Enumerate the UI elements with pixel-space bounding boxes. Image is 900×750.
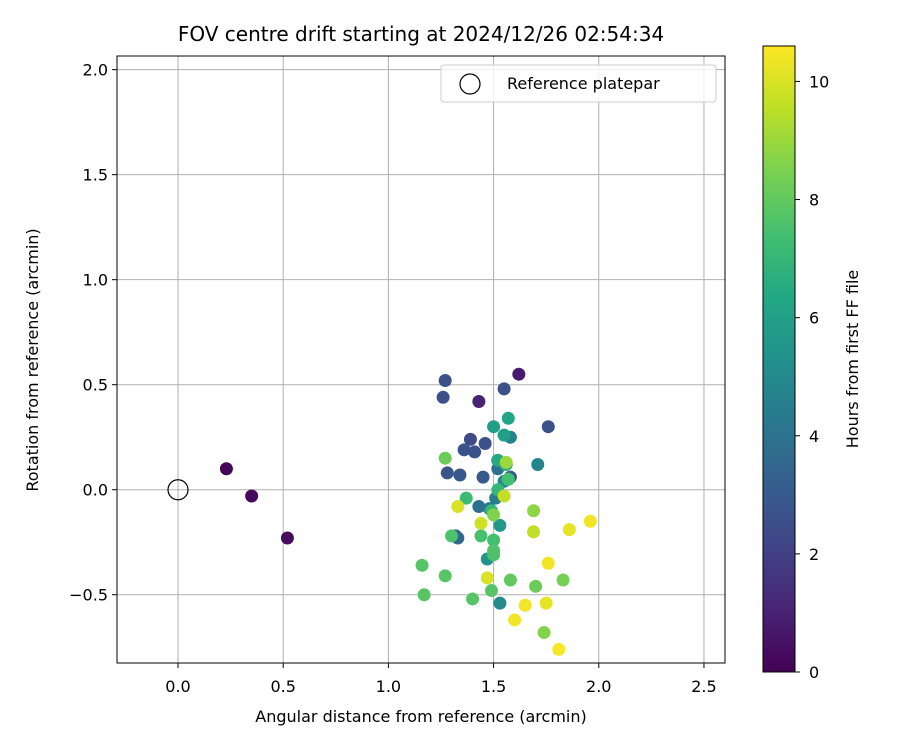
legend-label: Reference platepar <box>507 74 660 93</box>
scatter-point <box>501 411 515 425</box>
scatter-point <box>457 443 471 457</box>
chart-title: FOV centre drift starting at 2024/12/26 … <box>178 22 664 46</box>
scatter-point <box>497 428 511 442</box>
scatter-point <box>480 571 494 585</box>
scatter-point <box>527 525 541 539</box>
scatter-point <box>451 500 465 514</box>
scatter-point <box>484 584 498 598</box>
scatter-point <box>468 445 482 459</box>
scatter-point <box>531 458 545 472</box>
colorbar-tick-label: 4 <box>809 427 819 446</box>
scatter-point <box>476 470 490 484</box>
scatter-point <box>499 455 513 469</box>
scatter-point <box>556 573 570 587</box>
colorbar-tick-label: 2 <box>809 545 819 564</box>
scatter-point <box>583 514 597 528</box>
scatter-point <box>474 516 488 530</box>
x-tick-label: 0.0 <box>165 677 190 696</box>
scatter-point <box>280 531 294 545</box>
plot-frame <box>116 55 726 664</box>
colorbar: 0 2 4 6 8 10 Hours from first FF file <box>762 45 862 682</box>
x-axis-ticks: 0.0 0.5 1.0 1.5 2.0 2.5 <box>165 663 717 696</box>
x-tick-label: 2.5 <box>691 677 716 696</box>
scatter-point <box>541 420 555 434</box>
scatter-point <box>417 588 431 602</box>
scatter-point <box>459 491 473 505</box>
scatter-point <box>503 573 517 587</box>
y-axis-label: Rotation from reference (arcmin) <box>23 228 42 491</box>
scatter-point <box>415 558 429 572</box>
scatter-point <box>512 367 526 381</box>
colorbar-tick-label: 10 <box>809 72 829 91</box>
data-points <box>219 367 597 656</box>
y-tick-label: 0.0 <box>83 481 108 500</box>
y-tick-label: 1.5 <box>83 166 108 185</box>
scatter-point <box>501 472 515 486</box>
x-tick-label: 1.0 <box>376 677 401 696</box>
y-tick-label: 2.0 <box>83 61 108 80</box>
legend: Reference platepar <box>440 64 717 103</box>
scatter-point <box>487 533 501 547</box>
reference-marker-group <box>167 479 189 501</box>
scatter-point <box>497 382 511 396</box>
scatter-point <box>487 420 501 434</box>
y-tick-label: 0.5 <box>83 376 108 395</box>
x-tick-label: 1.5 <box>481 677 506 696</box>
scatter-point <box>487 508 501 522</box>
scatter-point <box>537 626 551 640</box>
legend-marker <box>459 73 481 95</box>
scatter-point <box>472 500 486 514</box>
scatter-point <box>539 596 553 610</box>
colorbar-gradient <box>762 45 796 673</box>
scatter-point <box>466 592 480 606</box>
scatter-point <box>493 596 507 610</box>
scatter-point <box>518 598 532 612</box>
scatter-point <box>552 642 566 656</box>
colorbar-tick-label: 0 <box>809 663 819 682</box>
x-tick-label: 0.5 <box>270 677 295 696</box>
colorbar-tick-label: 6 <box>809 309 819 328</box>
scatter-point <box>245 489 259 503</box>
y-tick-label: −0.5 <box>69 586 108 605</box>
scatter-point <box>478 437 492 451</box>
scatter-point <box>474 529 488 543</box>
reference-platepar-marker <box>167 479 189 501</box>
scatter-point <box>219 462 233 476</box>
x-tick-label: 2.0 <box>586 677 611 696</box>
legend-box <box>440 64 717 103</box>
scatter-point <box>463 432 477 446</box>
scatter-point <box>472 395 486 409</box>
scatter-point <box>440 466 454 480</box>
scatter-point <box>436 390 450 404</box>
scatter-point <box>541 556 555 570</box>
scatter-point <box>562 523 576 537</box>
grid-lines <box>117 56 725 663</box>
y-tick-label: 1.0 <box>83 271 108 290</box>
scatter-point <box>529 579 543 593</box>
scatter-point <box>493 518 507 532</box>
x-axis-label: Angular distance from reference (arcmin) <box>255 707 586 726</box>
scatter-point <box>487 544 501 558</box>
y-axis-ticks: −0.5 0.0 0.5 1.0 1.5 2.0 <box>69 61 117 605</box>
scatter-point <box>445 529 459 543</box>
scatter-point <box>497 489 511 503</box>
scatter-point <box>453 468 467 482</box>
scatter-point <box>438 451 452 465</box>
scatter-point <box>438 374 452 388</box>
scatter-point <box>508 613 522 627</box>
colorbar-tick-label: 8 <box>809 191 819 210</box>
colorbar-label: Hours from first FF file <box>843 270 862 449</box>
colorbar-ticks: 0 2 4 6 8 10 <box>795 72 829 682</box>
scatter-point <box>527 504 541 518</box>
scatter-point <box>438 569 452 583</box>
